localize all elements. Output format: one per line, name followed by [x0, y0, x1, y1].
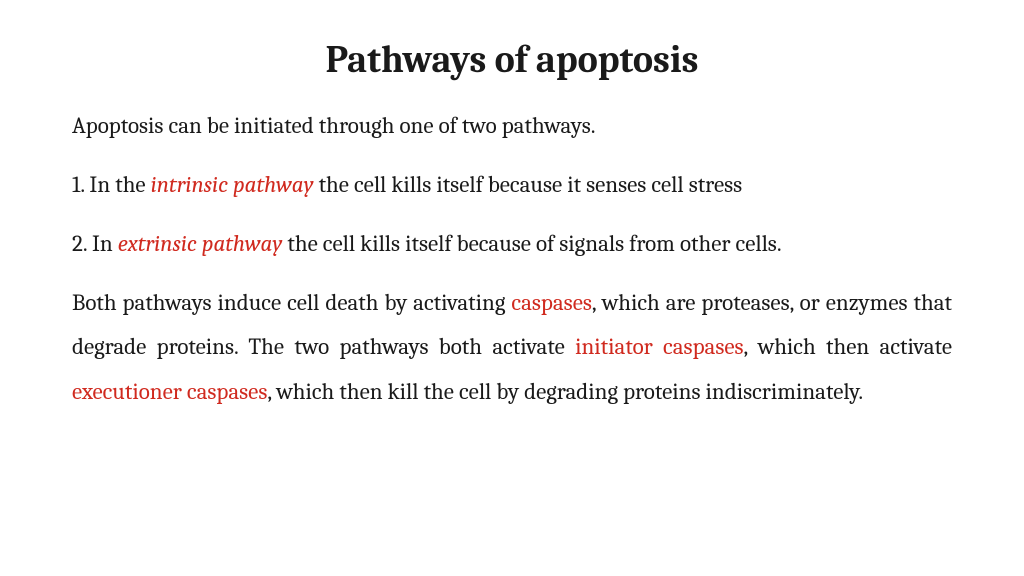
slide-title: Pathways of apoptosis: [72, 38, 952, 82]
item2-post: the cell kills itself because of signals…: [282, 230, 781, 257]
item2-highlight: extrinsic pathway: [118, 230, 283, 257]
body-s1: Both pathways induce cell death by activ…: [72, 289, 511, 316]
list-item-1: 1. In the intrinsic pathway the cell kil…: [72, 163, 952, 208]
body-hl1: caspases: [511, 289, 591, 316]
body-hl2: initiator caspases: [575, 333, 743, 360]
item1-pre: 1. In the: [72, 171, 151, 198]
item1-post: the cell kills itself because it senses …: [314, 171, 743, 198]
body-s3: , which then activate: [744, 333, 952, 360]
item1-highlight: intrinsic pathway: [151, 171, 314, 198]
slide-container: Pathways of apoptosis Apoptosis can be i…: [0, 0, 1024, 576]
item2-pre: 2. In: [72, 230, 118, 257]
list-item-2: 2. In extrinsic pathway the cell kills i…: [72, 222, 952, 267]
body-paragraph: Both pathways induce cell death by activ…: [72, 281, 952, 416]
body-s4: , which then kill the cell by degrading …: [267, 378, 863, 405]
intro-paragraph: Apoptosis can be initiated through one o…: [72, 104, 952, 149]
body-hl3: executioner caspases: [72, 378, 267, 405]
